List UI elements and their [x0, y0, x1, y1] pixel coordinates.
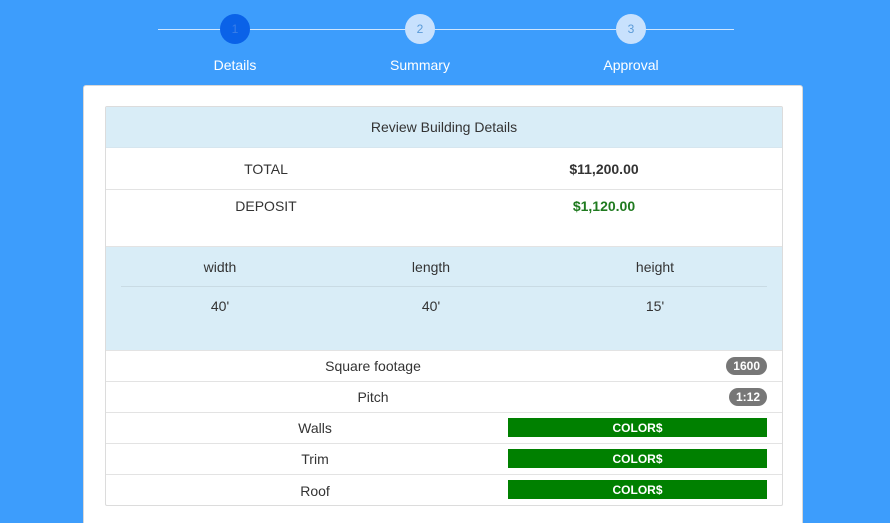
- deposit-row: DEPOSIT $1,120.00: [106, 190, 782, 226]
- length-header: length: [411, 258, 451, 275]
- length-value: 40': [421, 298, 441, 314]
- step-number-circle: 1: [220, 14, 250, 44]
- width-value: 40': [210, 298, 230, 314]
- progress-stepper: 1 Details 2 Summary 3 Approval: [0, 0, 890, 80]
- width-header: width: [203, 258, 237, 275]
- trim-row: Trim COLOR$: [106, 444, 782, 475]
- step-number-circle: 3: [616, 14, 646, 44]
- pitch-label: Pitch: [357, 389, 389, 405]
- total-label: TOTAL: [244, 160, 288, 177]
- step-details[interactable]: 1 Details: [175, 14, 295, 73]
- square-footage-row: Square footage 1600: [106, 351, 782, 382]
- walls-row: Walls COLOR$: [106, 413, 782, 444]
- panel-heading: Review Building Details: [106, 107, 782, 148]
- pitch-row: Pitch 1:12: [106, 382, 782, 413]
- dimensions-header-row: width length height: [121, 247, 767, 287]
- square-footage-label: Square footage: [325, 358, 421, 374]
- walls-color-button[interactable]: COLOR$: [508, 418, 767, 437]
- step-label: Details: [213, 57, 257, 73]
- section-divider: [106, 226, 782, 247]
- details-card: Review Building Details TOTAL $11,200.00…: [83, 85, 803, 523]
- height-value: 15': [645, 298, 665, 314]
- step-label: Summary: [390, 57, 450, 73]
- dimensions-table: width length height 40' 40' 15': [106, 247, 782, 351]
- deposit-label: DEPOSIT: [235, 198, 297, 214]
- trim-label: Trim: [301, 451, 329, 467]
- total-value: $11,200.00: [569, 160, 639, 177]
- roof-color-button[interactable]: COLOR$: [508, 480, 767, 499]
- deposit-value: $1,120.00: [572, 198, 636, 214]
- walls-label: Walls: [298, 420, 332, 436]
- square-footage-badge: 1600: [726, 357, 767, 375]
- dimensions-value-row: 40' 40' 15': [121, 287, 767, 325]
- step-label: Approval: [603, 57, 659, 73]
- total-row: TOTAL $11,200.00: [106, 148, 782, 190]
- roof-label: Roof: [300, 482, 330, 499]
- step-summary[interactable]: 2 Summary: [360, 14, 480, 73]
- roof-row: Roof COLOR$: [106, 475, 782, 505]
- review-panel: Review Building Details TOTAL $11,200.00…: [105, 106, 783, 506]
- step-number-circle: 2: [405, 14, 435, 44]
- step-approval[interactable]: 3 Approval: [571, 14, 691, 73]
- height-header: height: [635, 258, 675, 275]
- stepper-line: [158, 29, 734, 30]
- trim-color-button[interactable]: COLOR$: [508, 449, 767, 468]
- pitch-badge: 1:12: [728, 388, 767, 406]
